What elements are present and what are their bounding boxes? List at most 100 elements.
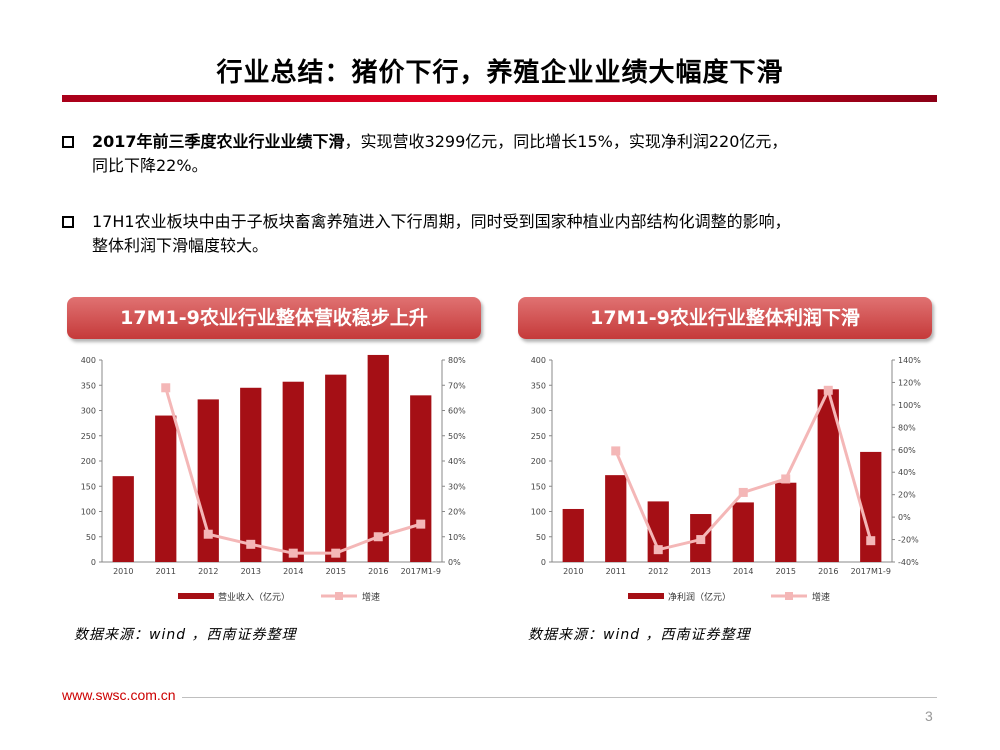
revenue-left-tick-label: 0 [91, 558, 96, 567]
revenue-left-tick-label: 250 [81, 432, 96, 441]
profit-bar [860, 451, 882, 562]
revenue-right-tick-label: 60% [448, 407, 466, 416]
checkbox-bullet-icon [62, 136, 74, 148]
profit-x-tick-label: 2017M1-9 [851, 567, 891, 576]
profit-legend-bar-swatch [628, 593, 664, 599]
revenue-x-tick-label: 2010 [113, 567, 133, 576]
footer-url[interactable]: www.swsc.com.cn [62, 687, 182, 703]
bullet-2-text: 17H1农业板块中由于子板块畜禽养殖进入下行周期，同时受到国家种植业内部结构化调… [92, 210, 942, 258]
revenue-x-tick-label: 2013 [241, 567, 261, 576]
revenue-x-tick-label: 2016 [368, 567, 388, 576]
profit-left-tick-label: 300 [531, 407, 546, 416]
page-title: 行业总结：猪价下行，养殖企业业绩大幅度下滑 [216, 58, 784, 88]
profit-left-tick-label: 350 [531, 381, 546, 390]
chart-1-header: 17M1-9农业行业整体营收稳步上升 [67, 297, 481, 339]
profit-growth-point [738, 487, 748, 497]
revenue-right-tick-label: 70% [448, 381, 466, 390]
title-divider [62, 95, 937, 102]
profit-right-tick-label: 80% [898, 423, 916, 432]
profit-legend-line-marker [785, 592, 793, 600]
profit-bar [817, 389, 839, 562]
profit-legend-line-label: 增速 [812, 591, 830, 603]
revenue-right-tick-label: 20% [448, 508, 466, 517]
revenue-x-tick-label: 2017M1-9 [401, 567, 441, 576]
bullet-1-bold: 2017年前三季度农业行业业绩下滑 [92, 132, 345, 151]
profit-x-tick-label: 2012 [648, 567, 668, 576]
revenue-left-tick-label: 300 [81, 407, 96, 416]
revenue-right-tick-label: 0% [448, 558, 461, 567]
footer-divider [62, 697, 937, 698]
revenue-bar [197, 399, 219, 562]
revenue-right-tick-label: 40% [448, 457, 466, 466]
profit-right-tick-label: 100% [898, 401, 921, 410]
revenue-growth-point [416, 519, 426, 529]
profit-left-tick-label: 0 [541, 558, 546, 567]
revenue-growth-point [373, 532, 383, 542]
profit-bar [562, 508, 584, 562]
profit-growth-point [781, 474, 791, 484]
revenue-left-tick-label: 150 [81, 482, 96, 491]
revenue-growth-point [331, 548, 341, 558]
revenue-legend-line-label: 增速 [362, 591, 380, 603]
revenue-growth-point [288, 548, 298, 558]
revenue-left-tick-label: 50 [86, 533, 96, 542]
bullet-2-line2: 整体利润下滑幅度较大。 [92, 236, 269, 255]
revenue-bar [155, 415, 177, 562]
profit-left-tick-label: 100 [531, 508, 546, 517]
profit-bar [605, 475, 627, 562]
page-number: 3 [925, 708, 933, 724]
revenue-left-tick-label: 100 [81, 508, 96, 517]
profit-bar [775, 482, 797, 562]
chart-2-source: 数据来源：wind ，西南证券整理 [528, 627, 751, 643]
revenue-legend-bar-label: 营业收入（亿元） [218, 591, 290, 603]
revenue-right-tick-label: 80% [448, 356, 466, 365]
profit-growth-point [611, 446, 621, 456]
checkbox-bullet-icon [62, 216, 74, 228]
profit-x-tick-label: 2016 [818, 567, 838, 576]
revenue-left-tick-label: 200 [81, 457, 96, 466]
profit-x-tick-label: 2010 [563, 567, 583, 576]
revenue-x-tick-label: 2015 [326, 567, 346, 576]
chart-2-header: 17M1-9农业行业整体利润下滑 [518, 297, 932, 339]
profit-right-tick-label: 120% [898, 378, 921, 387]
profit-x-tick-label: 2014 [733, 567, 753, 576]
profit-x-tick-label: 2013 [691, 567, 711, 576]
revenue-right-tick-label: 50% [448, 432, 466, 441]
revenue-left-tick-label: 400 [81, 356, 96, 365]
profit-left-tick-label: 150 [531, 482, 546, 491]
profit-bar [732, 502, 754, 562]
revenue-right-tick-label: 10% [448, 533, 466, 542]
profit-growth-point [866, 536, 876, 546]
revenue-bar [367, 354, 389, 562]
chart-1-source: 数据来源：wind ，西南证券整理 [74, 627, 297, 643]
revenue-bar [325, 374, 347, 562]
bullet-1: 2017年前三季度农业行业业绩下滑，实现营收3299亿元，同比增长15%，实现净… [62, 130, 942, 178]
profit-growth-point [696, 535, 706, 545]
revenue-legend-line-marker [335, 592, 343, 600]
revenue-growth-point [161, 383, 171, 393]
revenue-right-tick-label: 30% [448, 482, 466, 491]
profit-left-tick-label: 200 [531, 457, 546, 466]
bullet-2: 17H1农业板块中由于子板块畜禽养殖进入下行周期，同时受到国家种植业内部结构化调… [62, 210, 942, 258]
bullet-1-line2: 同比下降22%。 [92, 156, 208, 175]
profit-legend-bar-label: 净利润（亿元） [668, 591, 731, 603]
profit-left-tick-label: 250 [531, 432, 546, 441]
revenue-bar [410, 395, 432, 562]
revenue-bar [112, 476, 134, 562]
bullet-1-text: 2017年前三季度农业行业业绩下滑，实现营收3299亿元，同比增长15%，实现净… [92, 130, 942, 178]
profit-right-tick-label: -20% [898, 536, 919, 545]
profit-growth-point [823, 385, 833, 395]
bullet-1-line1: ，实现营收3299亿元，同比增长15%，实现净利润220亿元， [344, 132, 788, 151]
revenue-left-tick-label: 350 [81, 381, 96, 390]
profit-chart: 0 50 100 150 200 250 300 350 400 -40% -20% 0% 20% 40%… [531, 356, 922, 603]
revenue-bar [282, 381, 304, 562]
profit-right-tick-label: 0% [898, 513, 911, 522]
profit-bar [647, 501, 669, 562]
profit-x-tick-label: 2015 [776, 567, 796, 576]
revenue-growth-point [203, 529, 213, 539]
revenue-bar [240, 387, 262, 562]
profit-growth-point [653, 545, 663, 555]
profit-right-tick-label: 40% [898, 468, 916, 477]
revenue-x-tick-label: 2012 [198, 567, 218, 576]
profit-right-tick-label: -40% [898, 558, 919, 567]
